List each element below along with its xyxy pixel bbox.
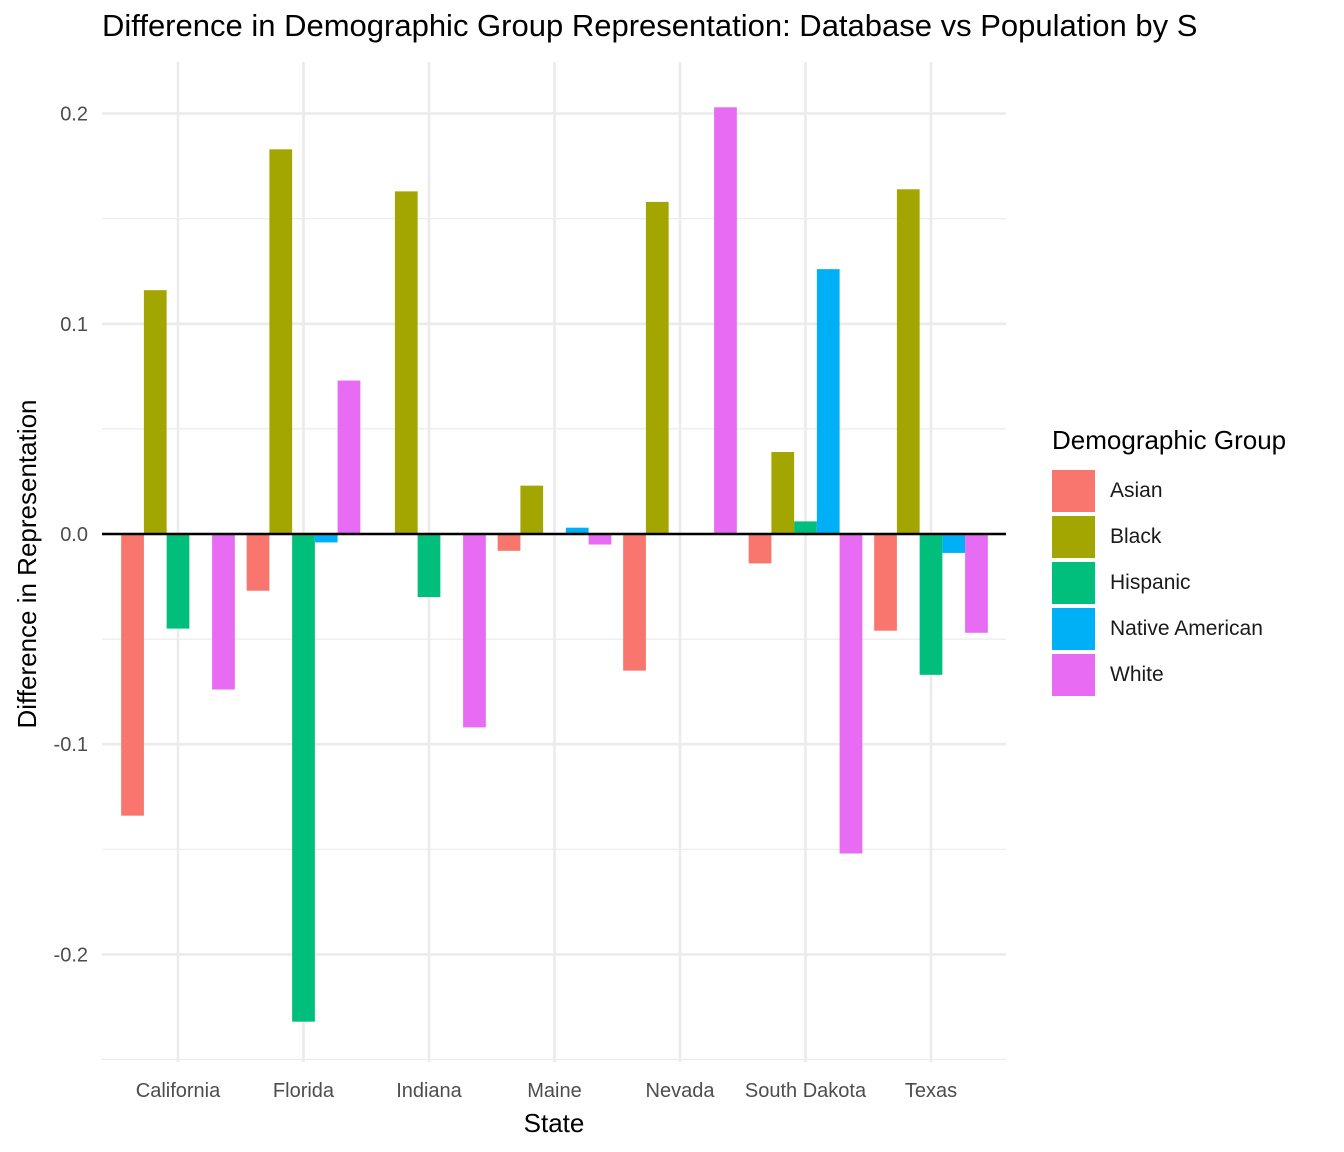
y-axis-title: Difference in Representation xyxy=(12,399,42,728)
bar-white-nevada xyxy=(714,107,737,534)
legend-item: Hispanic xyxy=(1052,560,1286,606)
legend-key-swatch xyxy=(1052,516,1095,558)
y-tick-label: 0.2 xyxy=(60,104,88,126)
legend-label: Black xyxy=(1110,525,1162,548)
bar-asian-nevada xyxy=(623,534,646,671)
bar-white-indiana xyxy=(463,534,486,728)
grid-lines xyxy=(102,62,1006,1062)
x-tick-label: California xyxy=(136,1080,221,1102)
bar-hispanic-indiana xyxy=(417,534,441,598)
bar-white-texas xyxy=(965,534,988,633)
bar-native-american-texas xyxy=(942,534,966,553)
bar-white-maine xyxy=(588,534,612,545)
legend-item: Asian xyxy=(1052,468,1286,514)
legend-key-swatch xyxy=(1052,470,1095,512)
x-tick-label: Indiana xyxy=(396,1080,462,1102)
bar-black-maine xyxy=(520,485,544,534)
bar-white-south-dakota xyxy=(839,534,863,854)
chart-title: Difference in Demographic Group Represen… xyxy=(102,8,1198,43)
y-tick-label: -0.1 xyxy=(54,734,88,756)
bar-white-florida xyxy=(337,380,361,534)
legend-label: Native American xyxy=(1110,617,1263,640)
x-tick-label: South Dakota xyxy=(745,1080,867,1102)
axis-labels: -0.2 -0.1 0.0 0.1 0.2 California Florida Indian… xyxy=(12,104,957,1138)
bar-hispanic-florida xyxy=(292,534,315,1022)
bar-white-california xyxy=(212,534,235,690)
x-tick-label: Nevada xyxy=(646,1080,716,1102)
x-tick-label: Maine xyxy=(527,1080,581,1102)
bar-asian-south-dakota xyxy=(748,534,772,564)
bar-hispanic-south-dakota xyxy=(794,521,817,534)
x-axis-title: State xyxy=(524,1108,585,1138)
legend-label: Asian xyxy=(1110,479,1163,502)
legend-item: White xyxy=(1052,652,1286,698)
bar-black-florida xyxy=(269,149,293,535)
legend-key-swatch xyxy=(1052,608,1095,650)
bar-black-indiana xyxy=(394,191,418,534)
legend-key-swatch xyxy=(1052,654,1095,696)
bar-native-american-maine xyxy=(565,527,589,534)
bar-native-american-south-dakota xyxy=(816,269,840,534)
bar-asian-texas xyxy=(874,534,897,631)
bar-black-south-dakota xyxy=(771,452,795,534)
bars xyxy=(121,107,988,1022)
legend-item: Black xyxy=(1052,514,1286,560)
bar-black-texas xyxy=(896,189,920,534)
bar-native-american-florida xyxy=(314,534,338,543)
bar-hispanic-california xyxy=(166,534,190,629)
bar-asian-florida xyxy=(246,534,270,591)
legend-label: White xyxy=(1110,663,1164,686)
y-tick-label: 0.1 xyxy=(60,314,88,336)
legend-key-swatch xyxy=(1052,562,1095,604)
bar-asian-maine xyxy=(497,534,521,551)
legend-label: Hispanic xyxy=(1110,571,1191,594)
x-tick-label: Texas xyxy=(905,1080,957,1102)
y-tick-label: 0.0 xyxy=(60,524,88,546)
bar-black-california xyxy=(143,290,167,534)
x-tick-label: Florida xyxy=(273,1080,335,1102)
legend-item: Native American xyxy=(1052,606,1286,652)
bar-hispanic-texas xyxy=(919,534,943,675)
legend: Demographic Group Asian Black Hispanic Nati… xyxy=(1052,425,1286,698)
y-tick-label: -0.2 xyxy=(54,944,88,966)
bar-asian-california xyxy=(121,534,144,816)
legend-title: Demographic Group xyxy=(1052,425,1287,455)
bar-black-nevada xyxy=(645,201,669,534)
